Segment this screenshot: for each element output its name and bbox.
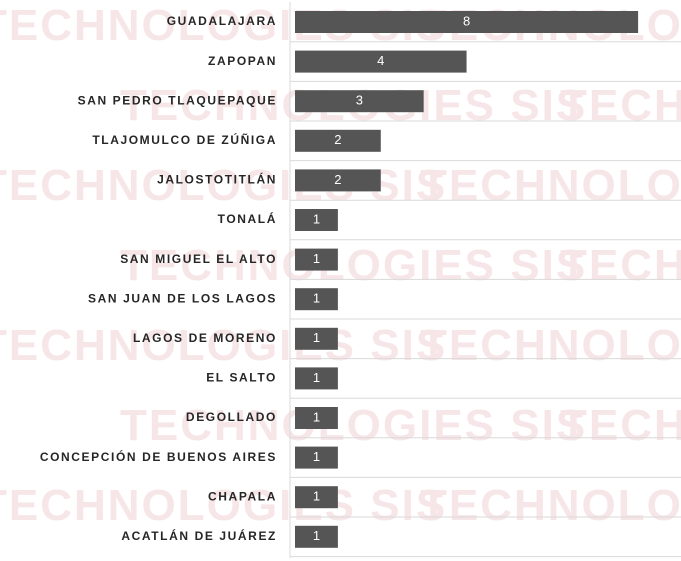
bar — [295, 209, 338, 231]
value-label: 1 — [313, 330, 320, 345]
watermark: TECHNOLOGIES SIS — [420, 161, 681, 210]
category-label: TONALÁ — [218, 211, 277, 226]
value-label: 2 — [334, 172, 341, 187]
bar — [295, 50, 467, 73]
bar — [295, 248, 338, 271]
watermark: TECHNOLOGIES SIS — [560, 401, 681, 450]
value-label: 1 — [313, 211, 320, 226]
category-label: SAN PEDRO TLAQUEPAQUE — [78, 93, 277, 107]
bar — [295, 486, 338, 509]
value-label: 3 — [356, 93, 363, 108]
category-label: GUADALAJARA — [167, 14, 277, 28]
value-label: 1 — [313, 409, 320, 424]
value-label: 4 — [377, 53, 384, 68]
bar — [295, 446, 338, 469]
watermark: TECHNOLOGIES SIS — [0, 321, 447, 370]
bar — [295, 129, 381, 152]
category-label: CONCEPCIÓN DE BUENOS AIRES — [40, 449, 277, 464]
value-label: 1 — [313, 251, 320, 266]
value-label: 1 — [313, 528, 320, 543]
bar — [295, 407, 338, 429]
value-label: 8 — [463, 13, 470, 28]
value-label: 1 — [313, 449, 320, 464]
bar — [295, 525, 338, 548]
value-label: 1 — [313, 489, 320, 504]
category-label: SAN JUAN DE LOS LAGOS — [88, 291, 277, 305]
category-label: EL SALTO — [206, 371, 277, 385]
watermark: TECHNOLOGIES SIS — [120, 401, 587, 450]
bar — [295, 327, 338, 350]
bar — [295, 11, 639, 33]
category-label: TLAJOMULCO DE ZÚÑIGA — [92, 132, 277, 147]
category-label: CHAPALA — [208, 489, 277, 503]
category-label: ACATLÁN DE JUÁREZ — [121, 528, 277, 543]
watermark: TECHNOLOGIES SIS — [560, 81, 681, 130]
watermark: TECHNOLOGIES SIS — [0, 481, 447, 530]
category-label: LAGOS DE MORENO — [133, 331, 277, 345]
bar — [295, 169, 381, 192]
category-label: DEGOLLADO — [186, 410, 277, 424]
category-label: ZAPOPAN — [208, 54, 277, 68]
category-label: SAN MIGUEL EL ALTO — [120, 252, 277, 266]
watermark: TECHNOLOGIES SIS — [420, 481, 681, 530]
value-label: 1 — [313, 370, 320, 385]
watermark-layer: TECHNOLOGIES SISTECHNOLOGIES SISTECHNOLO… — [0, 1, 681, 530]
bar — [295, 288, 338, 311]
watermark: TECHNOLOGIES SIS — [420, 321, 681, 370]
value-label: 1 — [313, 291, 320, 306]
value-label: 2 — [334, 132, 341, 147]
watermark: TECHNOLOGIES SIS — [560, 241, 681, 290]
bar — [295, 367, 338, 390]
bar — [295, 90, 424, 113]
category-label: JALOSTOTITLÁN — [157, 172, 277, 187]
watermark: TECHNOLOGIES SIS — [120, 241, 587, 290]
